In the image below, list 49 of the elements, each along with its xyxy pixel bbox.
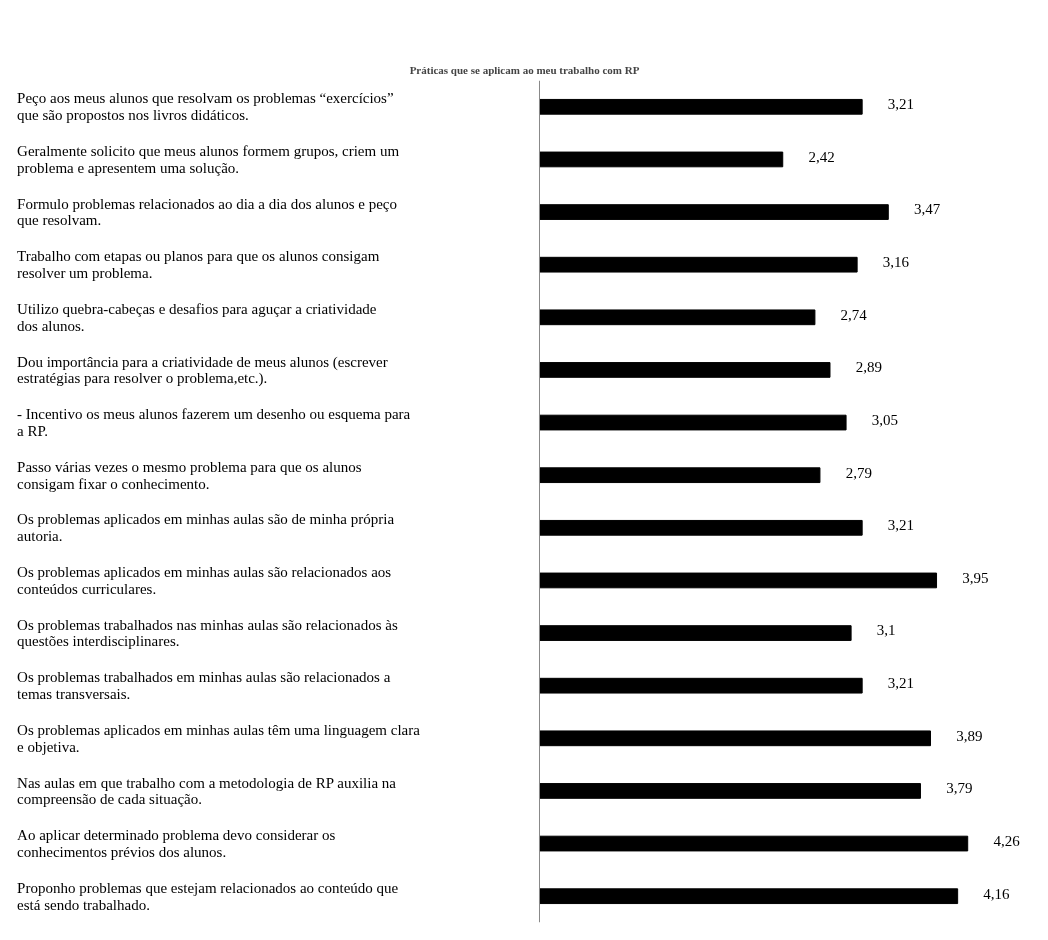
bar xyxy=(538,572,938,589)
bar xyxy=(538,414,847,431)
data-label: 3,21 xyxy=(887,96,915,113)
y-tick-label: Dou importância para a criatividade de meus alunos (escrever estratégias para resolver o problema,etc.). xyxy=(17,353,388,388)
bar xyxy=(538,151,784,168)
data-label: 2,79 xyxy=(845,464,872,481)
data-label: 3,79 xyxy=(946,780,973,797)
y-tick-label: Formulo problemas relacionados ao dia a dia dos alunos e peço que resolvam. xyxy=(17,195,397,229)
data-label: 3,16 xyxy=(882,254,910,271)
y-tick-label: Os problemas aplicados em minhas aulas são de minha própria autoria. xyxy=(17,511,395,545)
data-label: 2,89 xyxy=(855,359,882,376)
data-label: 3,1 xyxy=(876,622,896,639)
y-tick-label: Os problemas trabalhados em minhas aulas são relacionados a temas transversais. xyxy=(17,669,391,703)
bar xyxy=(538,835,969,852)
bar xyxy=(538,467,821,484)
y-tick-label: Passo várias vezes o mesmo problema para que os alunos consigam fixar o conhecimento. xyxy=(17,458,362,492)
y-tick-label: Ao aplicar determinado problema devo considerar os conhecimentos prévios dos alunos. xyxy=(17,827,336,860)
bar xyxy=(538,204,889,220)
bar xyxy=(538,888,959,905)
y-tick-label: Proponho problemas que estejam relacionados ao conteúdo que está sendo trabalhado. xyxy=(17,879,399,913)
y-tick-label: Peço aos meus alunos que resolvam os problemas “exercícios” que são propostos nos livros didáticos. xyxy=(17,90,394,124)
bar xyxy=(538,362,831,378)
bar xyxy=(538,730,932,747)
y-tick-label: Utilizo quebra-cabeças e desafios para aguçar a criatividade dos alunos. xyxy=(17,300,377,334)
y-tick-label: - Incentivo os meus alunos fazerem um desenho ou esquema para a RP. xyxy=(17,406,411,439)
bar xyxy=(538,783,921,799)
data-label: 3,05 xyxy=(871,411,899,428)
chart-title: Práticas que se aplicam ao meu trabalho com RP xyxy=(409,63,640,76)
bar xyxy=(538,98,863,115)
data-label: 2,74 xyxy=(840,306,868,323)
y-tick-label: Os problemas aplicados em minhas aulas são relacionados aos conteúdos curriculares. xyxy=(17,564,392,597)
data-label: 4,16 xyxy=(983,885,1011,902)
bar xyxy=(538,677,863,694)
y-tick-label: Nas aulas em que trabalho com a metodologia de RP auxilia na compreensão de cada situação. xyxy=(17,774,397,808)
y-tick-label: Trabalho com etapas ou planos para que os alunos consigam resolver um problema. xyxy=(17,248,380,282)
data-label: 2,42 xyxy=(808,148,835,165)
y-tick-label: Os problemas trabalhados nas minhas aulas são relacionados às questões interdisciplinares. xyxy=(17,616,398,650)
data-label: 3,21 xyxy=(887,675,915,692)
bar xyxy=(538,309,816,326)
y-tick-label: Os problemas aplicados em minhas aulas têm uma linguagem clara e objetiva. xyxy=(17,721,421,755)
data-label: 3,47 xyxy=(913,201,941,218)
bar xyxy=(538,519,863,536)
bar xyxy=(538,256,858,273)
data-label: 4,26 xyxy=(993,832,1021,849)
data-label: 3,95 xyxy=(962,569,989,586)
data-label: 3,89 xyxy=(956,727,983,744)
y-tick-label: Geralmente solicito que meus alunos formem grupos, criem um problema e apresentem uma solução. xyxy=(17,143,400,176)
bar xyxy=(538,625,852,641)
data-label: 3,21 xyxy=(887,517,915,534)
